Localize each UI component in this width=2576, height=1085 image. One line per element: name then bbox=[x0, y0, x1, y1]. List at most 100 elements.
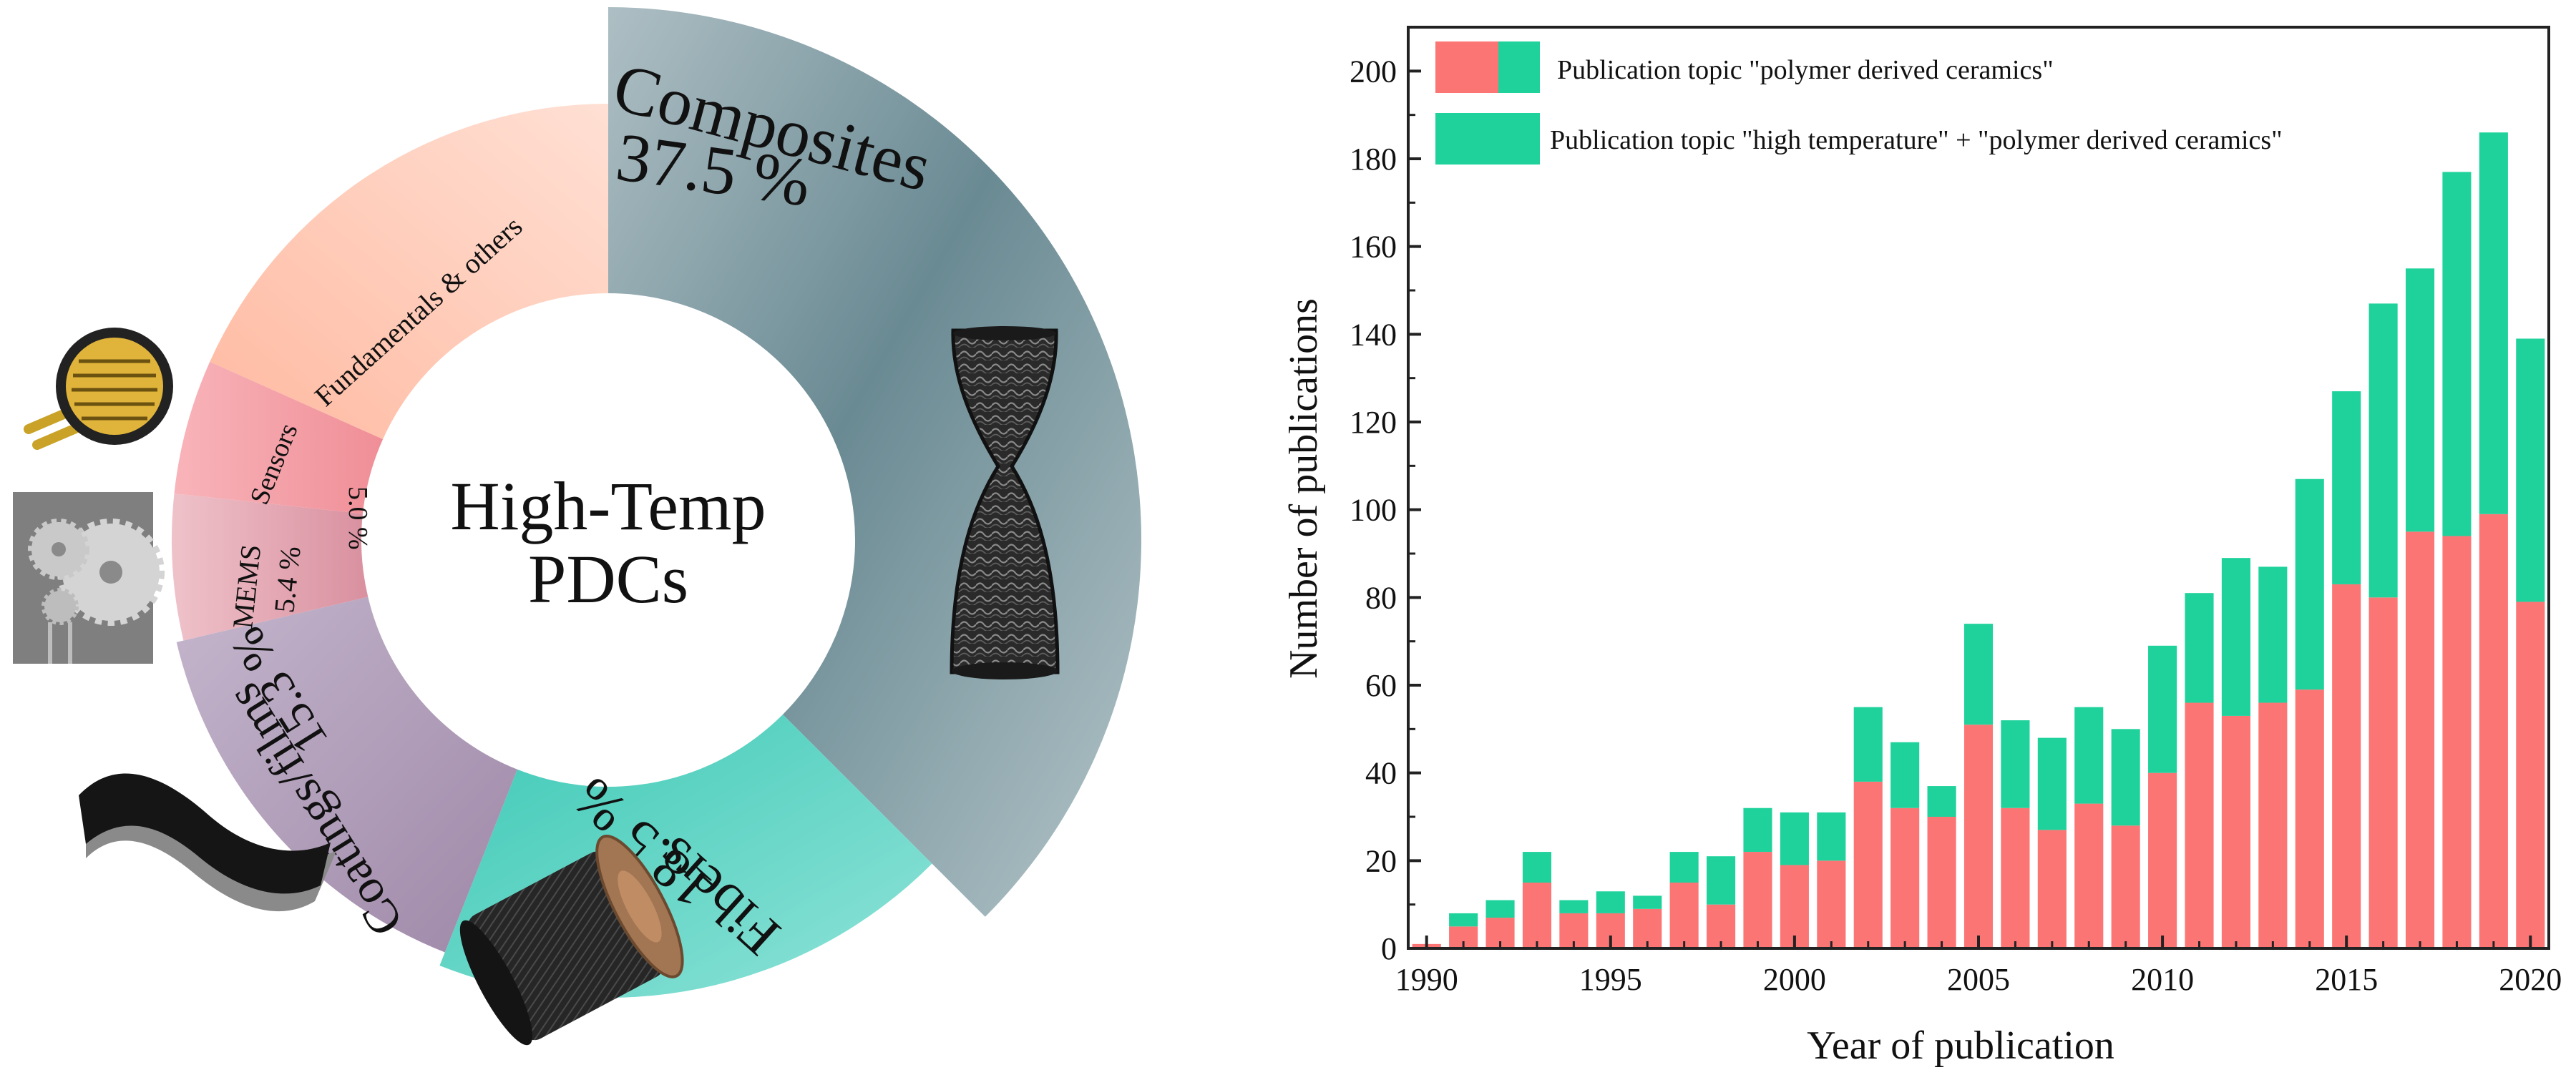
x-tick-label: 2000 bbox=[1763, 962, 1826, 997]
legend-item-pdc: Publication topic "polymer derived ceram… bbox=[1435, 41, 2054, 93]
y-tick-label: 200 bbox=[1350, 54, 1397, 89]
bar-high-temp-1996 bbox=[1633, 895, 1662, 909]
bar-pdc-2014 bbox=[2295, 689, 2324, 948]
donut-center-label-line2: PDCs bbox=[528, 541, 688, 617]
x-tick-label: 2015 bbox=[2315, 962, 2378, 997]
legend-item-high-temp: Publication topic "high temperature" + "… bbox=[1435, 113, 2283, 165]
bar-high-temp-2020 bbox=[2516, 338, 2545, 602]
bar-pdc-1997 bbox=[1669, 883, 1699, 948]
bar-high-temp-2013 bbox=[2258, 566, 2288, 703]
bar-pdc-2006 bbox=[2001, 807, 2030, 948]
bar-high-temp-1991 bbox=[1449, 913, 1478, 927]
x-tick-label: 2010 bbox=[2131, 962, 2194, 997]
bar-pdc-2001 bbox=[1817, 860, 1846, 948]
bar-pdc-2007 bbox=[2037, 830, 2067, 948]
y-tick-label: 180 bbox=[1350, 142, 1397, 177]
bar-pdc-2020 bbox=[2516, 602, 2545, 948]
y-tick-label: 60 bbox=[1365, 668, 1397, 703]
bar-pdc-2009 bbox=[2111, 825, 2140, 948]
bar-high-temp-1999 bbox=[1743, 807, 1772, 853]
legend-swatch-pdc-green bbox=[1498, 41, 1540, 93]
sensors-pct: 5.0 % bbox=[343, 486, 373, 550]
bar-high-temp-2014 bbox=[2295, 478, 2324, 690]
bar-high-temp-2004 bbox=[1927, 786, 1956, 817]
bar-pdc-2015 bbox=[2332, 584, 2361, 948]
bar-high-temp-2012 bbox=[2221, 558, 2250, 716]
bar-high-temp-1993 bbox=[1522, 852, 1552, 883]
bar-pdc-2017 bbox=[2405, 531, 2435, 948]
bar-high-temp-2018 bbox=[2442, 172, 2472, 536]
bar-high-temp-2005 bbox=[1963, 624, 1994, 725]
bar-high-temp-2015 bbox=[2332, 391, 2361, 584]
bar-high-temp-1992 bbox=[1485, 900, 1515, 918]
bar-pdc-2008 bbox=[2074, 803, 2104, 948]
sensor-chip-icon bbox=[24, 328, 173, 450]
bar-high-temp-2009 bbox=[2111, 729, 2140, 826]
bar-high-temp-2003 bbox=[1890, 742, 1920, 808]
x-tick-label: 2005 bbox=[1947, 962, 2010, 997]
donut-slice-composites bbox=[608, 7, 1142, 917]
bar-pdc-2018 bbox=[2442, 536, 2472, 948]
bar-pdc-2012 bbox=[2221, 715, 2250, 948]
bar-high-temp-2001 bbox=[1817, 812, 1846, 861]
fiber-weave-tube-icon bbox=[950, 326, 1060, 679]
y-tick-label: 80 bbox=[1365, 580, 1397, 615]
legend-swatch-high-temp bbox=[1435, 113, 1540, 165]
donut-slice-sensors bbox=[174, 361, 384, 514]
mems-gears-icon bbox=[13, 492, 165, 664]
bar-pdc-2011 bbox=[2185, 702, 2214, 948]
bar-pdc-2019 bbox=[2479, 514, 2508, 948]
x-tick-label: 2020 bbox=[2499, 962, 2562, 997]
bar-high-temp-2007 bbox=[2037, 737, 2067, 830]
y-tick-label: 40 bbox=[1365, 756, 1397, 791]
bar-pdc-2013 bbox=[2258, 702, 2288, 948]
bar-pdc-1998 bbox=[1707, 904, 1736, 948]
legend: Publication topic "polymer derived ceram… bbox=[1435, 41, 2283, 165]
bar-high-temp-1998 bbox=[1707, 856, 1736, 905]
bar-pdc-2003 bbox=[1890, 807, 1920, 948]
bar-high-temp-2000 bbox=[1780, 812, 1809, 865]
bar-high-temp-1994 bbox=[1559, 900, 1589, 913]
bar-pdc-2010 bbox=[2148, 772, 2177, 948]
donut-center-label-line1: High-Temp bbox=[450, 468, 766, 544]
bar-high-temp-2010 bbox=[2148, 645, 2177, 773]
legend-label-pdc: Publication topic "polymer derived ceram… bbox=[1557, 55, 2054, 85]
bar-pdc-1999 bbox=[1743, 852, 1772, 948]
y-tick-label: 100 bbox=[1350, 493, 1397, 528]
donut-slice-fundamentals bbox=[210, 104, 608, 440]
legend-label-high-temp: Publication topic "high temperature" + "… bbox=[1550, 125, 2283, 155]
bar-pdc-2004 bbox=[1927, 817, 1956, 948]
x-tick-label: 1995 bbox=[1579, 962, 1642, 997]
y-tick-label: 0 bbox=[1381, 931, 1397, 966]
fiber-spool-icon bbox=[459, 834, 684, 1046]
bar-pdc-2002 bbox=[1853, 781, 1883, 948]
bar-high-temp-2006 bbox=[2001, 720, 2030, 808]
y-tick-label: 20 bbox=[1365, 843, 1397, 878]
bar-chart-xlabel: Year of publication bbox=[1807, 1023, 2114, 1068]
bar-chart-ylabel: Number of publications bbox=[1282, 298, 1326, 679]
donut-slice-mems bbox=[172, 493, 369, 641]
y-tick-label: 140 bbox=[1350, 317, 1397, 352]
bar-pdc-2000 bbox=[1780, 865, 1809, 948]
bar-high-temp-2011 bbox=[2185, 593, 2214, 703]
coated-film-icon bbox=[79, 773, 336, 912]
bar-high-temp-2008 bbox=[2074, 707, 2104, 804]
bar-pdc-2005 bbox=[1963, 725, 1994, 948]
bar-pdc-2016 bbox=[2368, 597, 2398, 948]
bar-pdc-1993 bbox=[1522, 883, 1552, 948]
bar-high-temp-1995 bbox=[1596, 891, 1625, 913]
bar-high-temp-2019 bbox=[2479, 132, 2508, 514]
bar-high-temp-2016 bbox=[2368, 303, 2398, 598]
mems-pct: 5.4 % bbox=[268, 544, 307, 614]
y-tick-label: 160 bbox=[1350, 230, 1397, 265]
legend-swatch-pdc-red bbox=[1435, 41, 1498, 93]
y-tick-label: 120 bbox=[1350, 405, 1397, 440]
publications-bar-chart: 0 20 40 60 80 100 120 140 160 180 200 1990 1995 2000 2… bbox=[1350, 26, 2562, 997]
x-tick-label: 1990 bbox=[1395, 962, 1458, 997]
bar-high-temp-2017 bbox=[2405, 268, 2435, 532]
bar-high-temp-2002 bbox=[1853, 707, 1883, 782]
bar-high-temp-1997 bbox=[1669, 852, 1699, 883]
donut-slice-coatings bbox=[176, 596, 517, 953]
